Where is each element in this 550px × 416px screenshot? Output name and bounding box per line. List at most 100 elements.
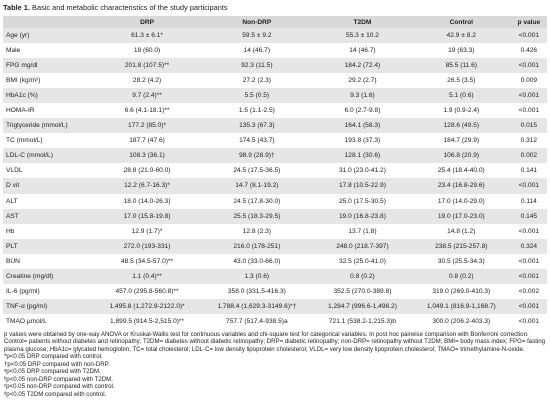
table-cell: 201.8 (107.5)** bbox=[93, 58, 201, 74]
column-header: p value bbox=[510, 16, 547, 28]
table-row: TMAO μmol/L 1,899.5 (914.5-2,515.0)** 757.… bbox=[3, 313, 547, 329]
table-cell: 29.2 (2.7) bbox=[313, 73, 412, 89]
table-cell: 5.5 (0.5) bbox=[200, 88, 313, 104]
table-cell: 106.8 (20.9) bbox=[411, 148, 511, 164]
row-label: TC (mmol/L) bbox=[3, 133, 94, 149]
table-row: FPG mg/dl 201.8 (107.5)** 92.3 (11.5) 184.2… bbox=[3, 58, 547, 74]
table-cell: 721.1 (538.2-1,215.3)b bbox=[313, 313, 412, 329]
table-cell: 0.8 (0.2) bbox=[411, 268, 511, 284]
table-cell: <0.001 bbox=[510, 103, 547, 119]
table-cell: 187.7 (47.6) bbox=[93, 133, 201, 149]
table-cell: 174.5 (43.7) bbox=[200, 133, 313, 149]
table-cell: 14 (46.7) bbox=[200, 43, 313, 59]
footnote: Control= patients without diabetes and r… bbox=[4, 338, 546, 353]
table-cell: 14.8 (1.2) bbox=[411, 223, 511, 239]
table-cell: 0.114 bbox=[510, 193, 547, 209]
row-label: VLDL bbox=[3, 163, 94, 179]
table-cell: 0.002 bbox=[510, 148, 547, 164]
table-cell: <0.001 bbox=[510, 313, 547, 329]
table-cell: 0.312 bbox=[510, 133, 547, 149]
table-cell: 108.3 (36.1) bbox=[93, 148, 201, 164]
table-cell: <0.001 bbox=[510, 268, 547, 284]
row-label: LDL-C (mmol/L) bbox=[3, 148, 94, 164]
table-cell: 85.5 (11.6) bbox=[411, 58, 511, 74]
table-row: BMI (kg/m²) 28.2 (4.2) 27.2 (2.3) 29.2 (2.7… bbox=[3, 73, 547, 89]
table-cell: 272.0 (193-331) bbox=[93, 238, 201, 254]
table-cell: 757.7 (517.4-938.5)a bbox=[200, 313, 313, 329]
table-body: Age (yr) 61.3 ± 6.1* 59.5 ± 9.2 55.3 ± 10.2… bbox=[3, 28, 547, 329]
table-row: HOMA-IR 6.6 (4.1-18.1)** 1.5 (1.1-2.5) 6.0 … bbox=[3, 103, 547, 119]
row-label: Triglyceride (mmol/L) bbox=[3, 118, 94, 134]
table-cell: 184.7 (29.9) bbox=[411, 133, 511, 149]
table-row: Triglyceride (mmol/L) 177.2 (85.0)* 135.3 … bbox=[3, 118, 547, 134]
table-cell: 42.9 ± 8.2 bbox=[411, 28, 511, 44]
table-cell: 6.0 (2.7-9.8) bbox=[313, 103, 412, 119]
row-label: Creatine (mg/dl) bbox=[3, 268, 94, 284]
table-cell: 164.1 (58.3) bbox=[313, 118, 412, 134]
row-label: ALT bbox=[3, 193, 94, 209]
row-label: Hb bbox=[3, 223, 94, 239]
table-cell: 1,495.8 (1,272.9-2122.0)* bbox=[93, 298, 201, 314]
table-cell: 0.015 bbox=[510, 118, 547, 134]
table-cell: 5.1 (0.6) bbox=[411, 88, 511, 104]
table-cell: 319.0 (269.0-410.3) bbox=[411, 283, 511, 299]
table-cell: 12.9 (1.7)* bbox=[93, 223, 201, 239]
table-cell: 12.8 (2.3) bbox=[200, 223, 313, 239]
table-cell: 1,899.5 (914.5-2,515.0)** bbox=[93, 313, 201, 329]
table-cell: <0.001 bbox=[510, 88, 547, 104]
table-cell: <0.001 bbox=[510, 298, 547, 314]
table-cell: 1.5 (1.1-2.5) bbox=[200, 103, 313, 119]
row-label: PLT bbox=[3, 238, 94, 254]
table-cell: <0.001 bbox=[510, 58, 547, 74]
row-label: HbA1c (%) bbox=[3, 88, 94, 104]
table-row: ALT 18.0 (14.0-26.3) 24.5 (17.8-30.0) 25.0 … bbox=[3, 193, 547, 209]
table-row: Hb 12.9 (1.7)* 12.8 (2.3) 13.7 (1.8) 14.8 (1… bbox=[3, 223, 547, 239]
table-cell: <0.002 bbox=[510, 283, 547, 299]
table-cell: 1,049.1 (816.9-1,168.7) bbox=[411, 298, 511, 314]
table-cell: 0.009 bbox=[510, 73, 547, 89]
table-row: LDL-C (mmol/L) 108.3 (36.1) 98.9 (28.9)† 12… bbox=[3, 148, 547, 164]
table-cell: 9.7 (2.4)** bbox=[93, 88, 201, 104]
column-header: DRP bbox=[93, 16, 201, 28]
row-label: D vit bbox=[3, 178, 94, 194]
table-row: Age (yr) 61.3 ± 6.1* 59.5 ± 9.2 55.3 ± 10.2… bbox=[3, 28, 547, 44]
row-label: FPG mg/dl bbox=[3, 58, 94, 74]
footnotes: p values were obtained by one-way ANOVA … bbox=[3, 331, 547, 399]
table-cell: <0.001 bbox=[510, 178, 547, 194]
table-cell: 24.5 (17.8-30.0) bbox=[200, 193, 313, 209]
table-cell: 25.4 (18.4-40.0) bbox=[411, 163, 511, 179]
table-cell: 6.6 (4.1-18.1)** bbox=[93, 103, 201, 119]
table-cell: 23.4 (16.8-29.6) bbox=[411, 178, 511, 194]
table-cell: 0.145 bbox=[510, 208, 547, 224]
table-cell: 25.0 (17.5-30.5) bbox=[313, 193, 412, 209]
table-cell: 31.0 (23.0-41.2) bbox=[313, 163, 412, 179]
row-label: Age (yr) bbox=[3, 28, 94, 44]
table-cell: 19 (63.3) bbox=[411, 43, 511, 59]
table-cell: 238.5 (215-257.8) bbox=[411, 238, 511, 254]
table-cell: 14 (46.7) bbox=[313, 43, 412, 59]
table-cell: 17.0 (15.8-19.8) bbox=[93, 208, 201, 224]
table-cell: 0.324 bbox=[510, 238, 547, 254]
table-cell: 92.3 (11.5) bbox=[200, 58, 313, 74]
table-cell: 1.1 (0.4)** bbox=[93, 268, 201, 284]
header-row: DRP Non-DRP T2DM Control p value bbox=[3, 16, 547, 28]
table-cell: 248.0 (218.7-397) bbox=[313, 238, 412, 254]
table-cell: 0.141 bbox=[510, 163, 547, 179]
table-cell: 19.0 (16.8-23.8) bbox=[313, 208, 412, 224]
table-cell: 55.3 ± 10.2 bbox=[313, 28, 412, 44]
table-cell: 358.0 (331.5-416.3) bbox=[200, 283, 313, 299]
table-cell: <0.001 bbox=[510, 28, 547, 44]
data-table: DRP Non-DRP T2DM Control p value Age (yr) 61.… bbox=[3, 16, 547, 329]
table-cell: 18.0 (14.0-26.3) bbox=[93, 193, 201, 209]
footnote: ᵇp<0.05 non-DRP compared with T2DM. bbox=[4, 375, 113, 383]
table-row: TNF-α (pg/ml) 1,495.8 (1,272.9-2122.0)* 1,… bbox=[3, 298, 547, 314]
table-cell: 43.0 (33.0-66.0) bbox=[200, 253, 313, 269]
table-cell: 28.2 (4.2) bbox=[93, 73, 201, 89]
table-cell: <0.001 bbox=[510, 223, 547, 239]
table-cell: 135.3 (67.3) bbox=[200, 118, 313, 134]
table-row: BUN 48.5 (34.5-57.0)** 43.0 (33.0-66.0) 32.… bbox=[3, 253, 547, 269]
column-header: Non-DRP bbox=[200, 16, 313, 28]
table-cell: 12.2 (6.7-16.3)* bbox=[93, 178, 201, 194]
footnote: ᵈp<0.05 T2DM compared with control. bbox=[4, 390, 107, 398]
